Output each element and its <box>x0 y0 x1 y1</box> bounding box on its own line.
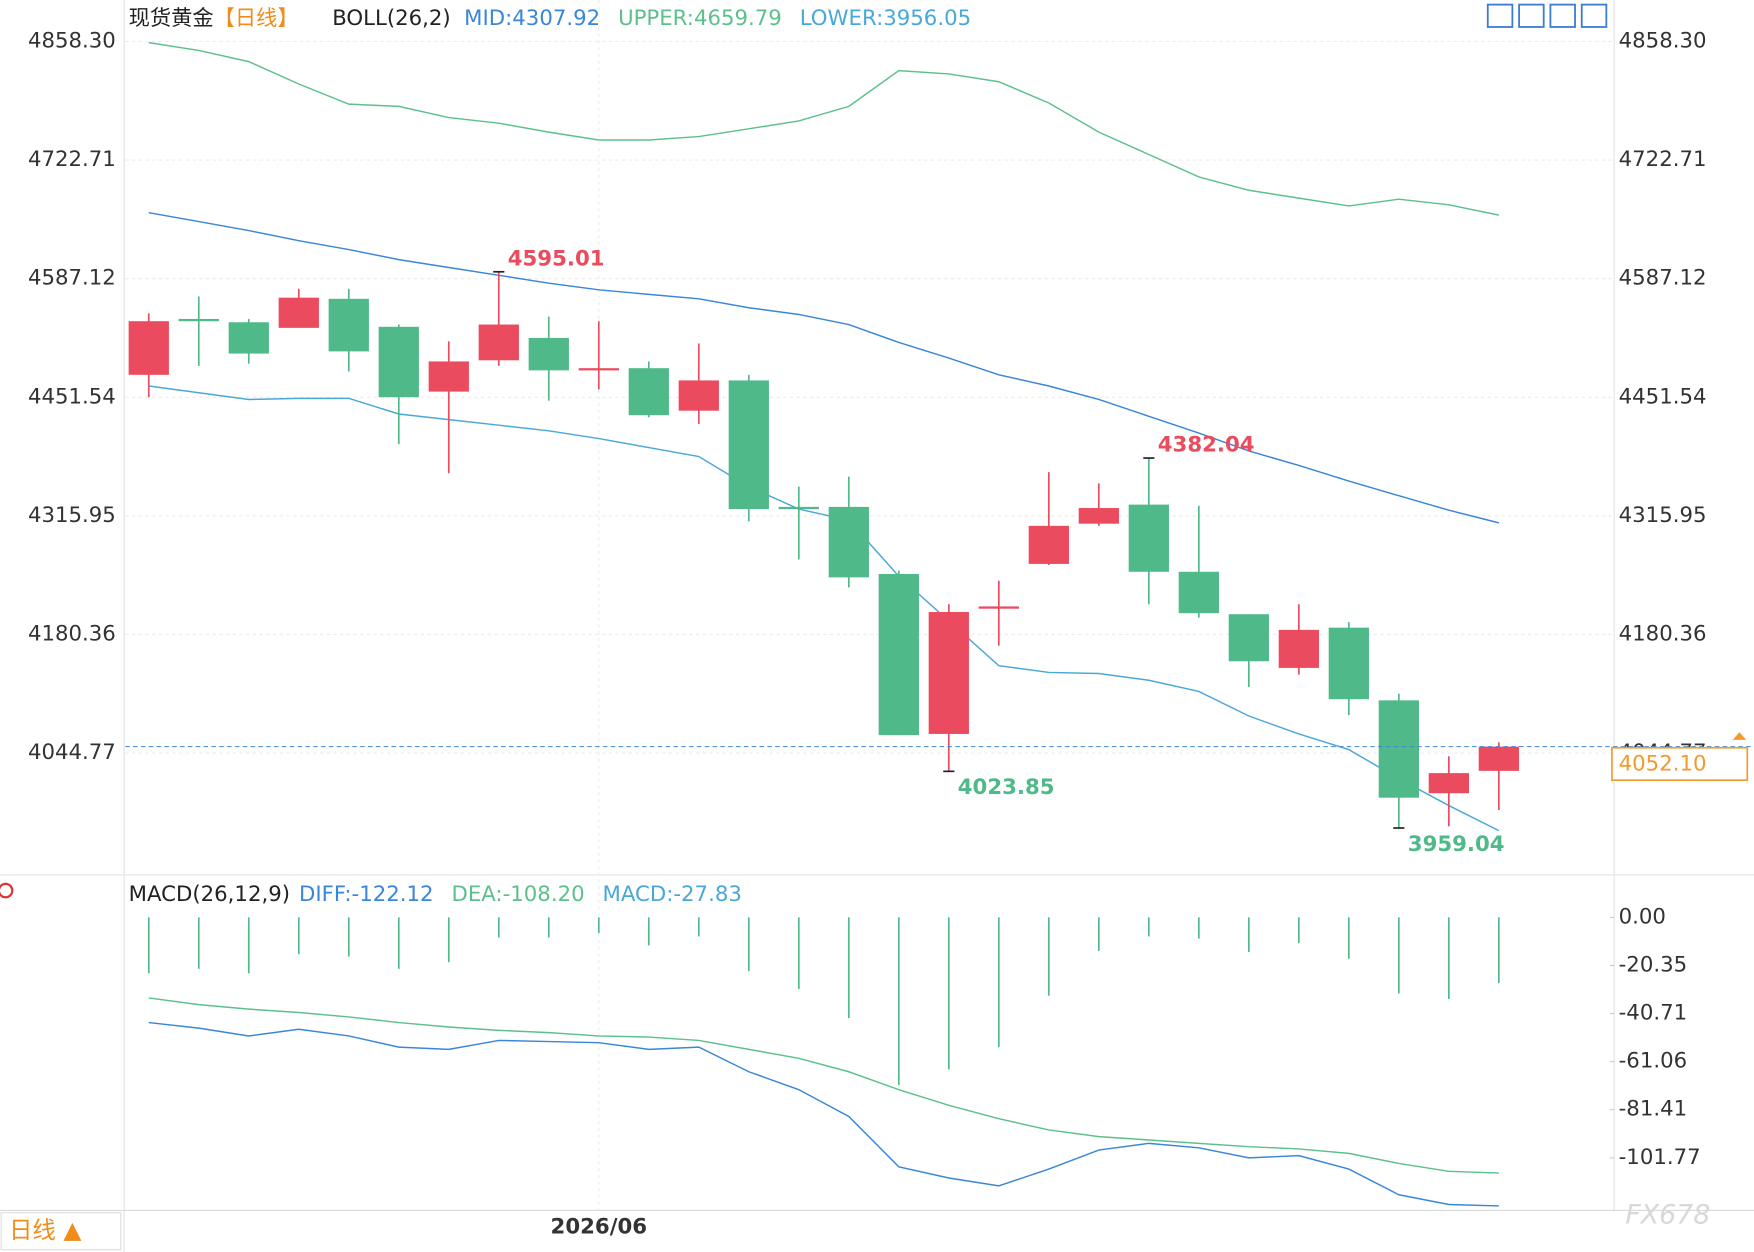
y-tick-label-right: 4858.30 <box>1619 29 1707 54</box>
tool-icon[interactable] <box>1486 3 1514 28</box>
candle-body <box>628 368 669 416</box>
panel-icon[interactable] <box>0 882 14 899</box>
legend-entry: MID:4307.92 <box>464 6 600 31</box>
x-tick-label: 2026/06 <box>551 1214 647 1239</box>
candle-body <box>478 324 519 361</box>
candle-body <box>378 326 419 398</box>
candle-body <box>728 380 769 510</box>
y-tick-label-right: -20.35 <box>1619 952 1688 977</box>
y-tick-label-right: -81.41 <box>1619 1097 1688 1122</box>
candle-body <box>528 337 569 371</box>
last-price-arrow <box>1732 732 1747 740</box>
annotation-label: 3959.04 <box>1408 832 1505 857</box>
tool-icon[interactable] <box>1518 3 1545 28</box>
candle-body <box>828 506 869 578</box>
candle-body <box>328 298 369 352</box>
toolbar-icons[interactable] <box>1486 3 1608 28</box>
candle-body <box>1428 773 1469 794</box>
y-tick-label: 4315.95 <box>28 503 116 528</box>
candle-body <box>128 321 169 375</box>
candle-body <box>1128 504 1169 572</box>
watermark: FX678 <box>1625 1200 1710 1231</box>
candle-body <box>928 612 969 734</box>
period-button[interactable] <box>0 1212 122 1251</box>
candle-body <box>1228 614 1269 662</box>
y-tick-label: 4044.77 <box>28 740 116 765</box>
candle-body <box>1378 700 1419 798</box>
candle-body <box>578 368 619 371</box>
y-tick-label-right: -61.06 <box>1619 1049 1688 1074</box>
candle-body <box>228 322 269 354</box>
macd-line <box>148 997 1499 1174</box>
last-price-box <box>1611 746 1749 782</box>
tool-icon[interactable] <box>1580 3 1608 28</box>
candle-body <box>178 318 219 322</box>
y-tick-label-right: 4451.54 <box>1619 384 1707 409</box>
y-tick-label-right: 0.00 <box>1619 904 1666 929</box>
macd-line <box>148 1021 1499 1207</box>
boll-line <box>148 385 1500 832</box>
annotation-label: 4382.04 <box>1158 433 1255 458</box>
candle-body <box>1078 508 1119 524</box>
legend-entry: DEA:-108.20 <box>451 882 584 907</box>
period-label: 【日线】 <box>214 6 299 31</box>
candle-body <box>1328 627 1369 700</box>
candle-body <box>678 380 719 411</box>
macd-title: MACD(26,12,9) <box>129 882 290 907</box>
annotation-label: 4595.01 <box>508 246 605 271</box>
indicator-name: BOLL(26,2) <box>332 6 451 31</box>
candle-body <box>1178 571 1219 614</box>
y-tick-label-right: 4315.95 <box>1619 503 1707 528</box>
y-tick-label-right: 4587.12 <box>1619 266 1707 291</box>
y-tick-label: 4180.36 <box>28 621 116 646</box>
legend-entry: MACD:-27.83 <box>603 882 742 907</box>
boll-line <box>148 211 1500 524</box>
y-tick-label: 4451.54 <box>28 384 116 409</box>
candle-body <box>978 606 1019 609</box>
candle-body <box>278 297 319 328</box>
y-tick-label-right: 4180.36 <box>1619 621 1707 646</box>
y-tick-label: 4722.71 <box>28 147 116 172</box>
boll-line <box>148 41 1499 216</box>
legend-entry: LOWER:3956.05 <box>800 6 971 31</box>
y-tick-label-right: -40.71 <box>1619 1001 1688 1026</box>
candle-body <box>1028 525 1069 564</box>
y-tick-label-right: -101.77 <box>1619 1145 1701 1170</box>
candle-body <box>1478 746 1519 771</box>
annotation-label: 4023.85 <box>958 775 1055 800</box>
candle-body <box>428 361 469 392</box>
instrument-title: 现货黄金 <box>129 6 214 31</box>
candle-body <box>1278 629 1319 668</box>
y-tick-label-right: 4722.71 <box>1619 147 1707 172</box>
last-price-label: 4052.10 <box>1619 752 1707 777</box>
tool-icon[interactable] <box>1549 3 1576 28</box>
y-tick-label: 4858.30 <box>28 29 116 54</box>
legend-entry: UPPER:4659.79 <box>618 6 782 31</box>
candle-body <box>878 573 919 736</box>
legend-entry: DIFF:-122.12 <box>299 882 434 907</box>
period-button-label[interactable]: 日线 ▲ <box>9 1216 82 1244</box>
y-tick-label: 4587.12 <box>28 266 116 291</box>
candle-body <box>778 506 819 510</box>
